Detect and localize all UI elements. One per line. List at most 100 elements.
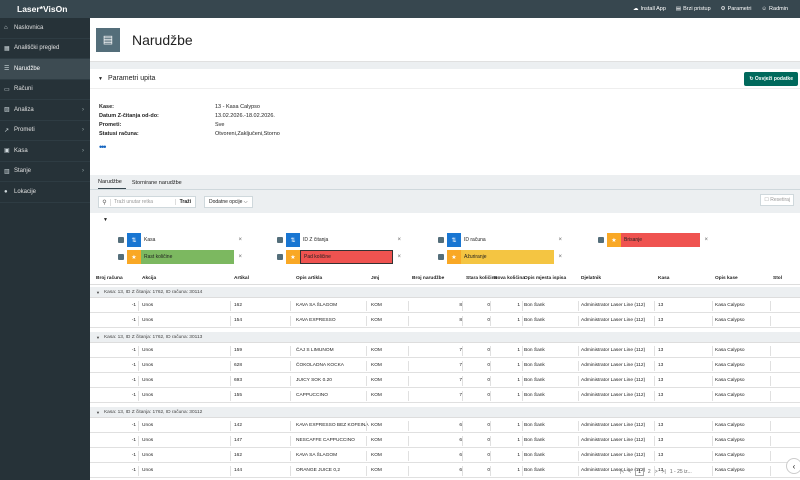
column-header[interactable]: Opis kase bbox=[715, 276, 738, 281]
filter-chip[interactable]: ⇅ Kasa × bbox=[118, 233, 242, 247]
collapse-triangle-icon[interactable]: ▼ bbox=[96, 289, 100, 295]
close-icon[interactable]: × bbox=[397, 254, 401, 260]
checkbox-icon[interactable] bbox=[598, 237, 604, 243]
table-cell: Unos bbox=[142, 453, 154, 458]
topnav-item[interactable]: ⚙ Parametri bbox=[721, 6, 752, 12]
column-separator bbox=[522, 466, 523, 476]
tab-0[interactable]: Narudžbe bbox=[98, 179, 126, 189]
close-icon[interactable]: × bbox=[238, 237, 242, 243]
column-header[interactable]: Artikal bbox=[234, 276, 249, 281]
group-row[interactable]: ▼ Kasa: 13, ID Z čitanja: 1762, ID računa… bbox=[90, 287, 800, 298]
table-row[interactable]: -1 Unos 147 NESCAFFE CAPPUCCINO KOM 6 0 1 Bon Ša… bbox=[90, 434, 800, 448]
table-cell: 7 bbox=[459, 378, 462, 383]
close-icon[interactable]: × bbox=[558, 237, 562, 243]
column-header[interactable]: Stara količina bbox=[466, 276, 498, 281]
pager-next-page[interactable]: 2 bbox=[647, 469, 651, 475]
table-cell: 1 bbox=[517, 363, 520, 368]
table-row[interactable]: -1 Unos 154 KAVA EXPRESSO KOM 8 0 1 Bon Šank Admi… bbox=[90, 314, 800, 328]
search-icon[interactable]: ⚲ bbox=[99, 198, 111, 206]
reset-button[interactable]: ☐ Resetiraj bbox=[760, 194, 794, 206]
column-header[interactable]: Broj računa bbox=[96, 276, 123, 281]
table-row[interactable]: -1 Unos 628 ČOKOLADNA KOCKA KOM 7 0 1 Bon Šank Ad… bbox=[90, 359, 800, 373]
options-dropdown[interactable]: Dodatne opcije ⌵ bbox=[204, 196, 253, 208]
table-row[interactable]: -1 Unos 142 KAVA EXPRESSO BEZ KOFEINA KOM 6 0 1… bbox=[90, 419, 800, 433]
sidebar-item[interactable]: ▨ Analiza › bbox=[0, 100, 90, 121]
checkbox-icon[interactable] bbox=[438, 254, 444, 260]
refresh-button[interactable]: ↻ Osvježi podatke bbox=[744, 72, 798, 86]
close-icon[interactable]: × bbox=[238, 254, 242, 260]
table-row[interactable]: -1 Unos 162 KAVA SA ŠLAGOM KOM 8 0 1 Bon Šank Adm… bbox=[90, 299, 800, 313]
brand-logo[interactable]: Laser*VisOn bbox=[17, 4, 68, 14]
group-row[interactable]: ▼ Kasa: 13, ID Z čitanja: 1762, ID računa… bbox=[90, 407, 800, 418]
filter-collapse-icon[interactable]: ▼ bbox=[103, 217, 108, 223]
column-header[interactable]: Opis mjesta ispisa bbox=[524, 276, 567, 281]
pager-first[interactable]: |< bbox=[620, 469, 625, 475]
filter-chip[interactable]: ★ Brisanje × bbox=[598, 233, 708, 247]
checkbox-icon[interactable] bbox=[118, 254, 124, 260]
topnav-item[interactable]: ☁ Install App bbox=[633, 6, 666, 12]
sidebar-item[interactable]: ⌂ Naslovnica bbox=[0, 18, 90, 39]
sidebar-item[interactable]: ● Lokacije bbox=[0, 182, 90, 203]
column-header[interactable]: Kasa bbox=[658, 276, 670, 281]
sidebar-item[interactable]: ▦ Analitički pregled bbox=[0, 39, 90, 59]
sidebar-item[interactable]: ▥ Stanje › bbox=[0, 162, 90, 182]
search-input[interactable]: Traži unutar retka bbox=[114, 199, 153, 205]
table-cell: 1 bbox=[517, 348, 520, 353]
sidebar-item[interactable]: ↗ Prometi › bbox=[0, 121, 90, 141]
checkbox-icon[interactable] bbox=[277, 254, 283, 260]
table-cell: KOM bbox=[371, 363, 382, 368]
topnav-item[interactable]: ☺ Radmin bbox=[761, 6, 788, 12]
params-header[interactable]: ▼ Parametri upita bbox=[90, 69, 800, 89]
table-cell: 1 bbox=[517, 423, 520, 428]
filter-chip[interactable]: ★ Ažuriranje × bbox=[438, 250, 562, 264]
column-separator bbox=[230, 316, 231, 326]
table-cell: Bon Šank bbox=[524, 348, 545, 353]
column-separator bbox=[770, 316, 771, 326]
more-params-button[interactable]: ••• bbox=[99, 142, 107, 152]
collapse-panel-button[interactable]: ‹ bbox=[786, 458, 800, 474]
group-row[interactable]: ▼ Kasa: 13, ID Z čitanja: 1762, ID računa… bbox=[90, 332, 800, 343]
search-button[interactable]: Traži bbox=[174, 199, 195, 205]
close-icon[interactable]: × bbox=[704, 237, 708, 243]
table-row[interactable]: -1 Unos 144 ORANGE JUICE 0,2 KOM 6 0 1 Bon Šank A… bbox=[90, 464, 800, 478]
collapse-triangle-icon[interactable]: ▼ bbox=[96, 409, 100, 415]
table-row[interactable]: -1 Unos 162 KAVA SA ŠLAGOM KOM 6 0 1 Bon Šank Adm… bbox=[90, 449, 800, 463]
column-header[interactable]: Nova količina bbox=[494, 276, 525, 281]
filter-chip[interactable]: ★ Pad količine × bbox=[277, 250, 401, 264]
table-row[interactable]: -1 Unos 155 CAPPUCCINO KOM 7 0 1 Bon Šank Adminis… bbox=[90, 389, 800, 403]
pager-next[interactable]: > bbox=[654, 469, 658, 475]
column-separator bbox=[462, 391, 463, 401]
tab-1[interactable]: Stornirane narudžbe bbox=[131, 180, 182, 186]
sidebar-item-label: Naslovnica bbox=[14, 24, 44, 31]
collapse-triangle-icon[interactable]: ▼ bbox=[98, 75, 103, 82]
sidebar-item[interactable]: ☰ Narudžbe bbox=[0, 59, 90, 80]
pager-prev[interactable]: < bbox=[628, 469, 632, 475]
pager-last[interactable]: >| bbox=[661, 469, 666, 475]
filter-chip[interactable]: ⇅ ID Z čitanja × bbox=[277, 233, 401, 247]
close-icon[interactable]: × bbox=[558, 254, 562, 260]
column-header[interactable]: Stol bbox=[773, 276, 783, 281]
collapse-triangle-icon[interactable]: ▼ bbox=[96, 334, 100, 340]
column-header[interactable]: Broj narudžbe bbox=[412, 276, 445, 281]
column-header[interactable]: Akcija bbox=[142, 276, 157, 281]
column-header[interactable]: Jmj bbox=[371, 276, 380, 281]
column-header[interactable]: Opis artikla bbox=[296, 276, 323, 281]
sidebar-item[interactable]: ▣ Kasa › bbox=[0, 141, 90, 162]
table-row[interactable]: -1 Unos 159 ČAJ S LIMUNOM KOM 7 0 1 Bon Šank Admi… bbox=[90, 344, 800, 358]
column-separator bbox=[408, 316, 409, 326]
topnav-item[interactable]: ▤ Brzi pristup bbox=[676, 6, 711, 12]
checkbox-icon[interactable] bbox=[438, 237, 444, 243]
table-row[interactable]: -1 Unos 693 JUICY SOK 0.20 KOM 7 0 1 Bon Šank Adm… bbox=[90, 374, 800, 388]
page-header: ▤ Narudžbe bbox=[90, 18, 800, 62]
sidebar-item[interactable]: ▭ Računi bbox=[0, 80, 90, 100]
column-header[interactable]: Djelatnik bbox=[581, 276, 601, 281]
column-separator bbox=[230, 421, 231, 431]
column-separator bbox=[654, 301, 655, 311]
checkbox-icon[interactable] bbox=[277, 237, 283, 243]
filter-chip[interactable]: ⇅ ID računa × bbox=[438, 233, 562, 247]
filter-chip[interactable]: ★ Rast količine × bbox=[118, 250, 242, 264]
column-separator bbox=[654, 361, 655, 371]
close-icon[interactable]: × bbox=[397, 237, 401, 243]
pager-current[interactable]: 1 bbox=[635, 468, 644, 476]
checkbox-icon[interactable] bbox=[118, 237, 124, 243]
